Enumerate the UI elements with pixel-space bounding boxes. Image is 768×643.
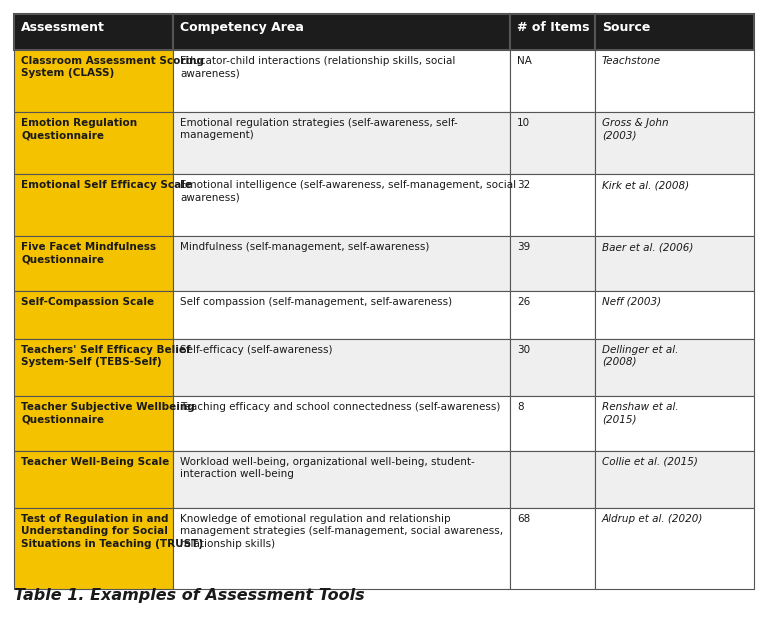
- Text: Competency Area: Competency Area: [180, 21, 304, 34]
- Text: 10: 10: [517, 118, 531, 128]
- Bar: [14, 174, 173, 236]
- Text: 30: 30: [517, 345, 531, 354]
- Text: Collie et al. (2015): Collie et al. (2015): [602, 457, 698, 467]
- Text: Teachstone: Teachstone: [602, 56, 661, 66]
- Bar: [173, 14, 510, 50]
- Text: # of Items: # of Items: [517, 21, 590, 34]
- Text: Knowledge of emotional regulation and relationship
management strategies (self-m: Knowledge of emotional regulation and re…: [180, 514, 503, 548]
- Text: Table 1. Examples of Assessment Tools: Table 1. Examples of Assessment Tools: [14, 588, 365, 603]
- Text: Self-Compassion Scale: Self-Compassion Scale: [21, 297, 154, 307]
- Bar: [510, 291, 595, 339]
- Bar: [595, 14, 754, 50]
- Text: NA: NA: [517, 56, 532, 66]
- Text: Teacher Well-Being Scale: Teacher Well-Being Scale: [21, 457, 169, 467]
- Text: 8: 8: [517, 402, 524, 412]
- Text: Neff (2003): Neff (2003): [602, 297, 661, 307]
- Text: Emotional regulation strategies (self-awareness, self-
management): Emotional regulation strategies (self-aw…: [180, 118, 458, 140]
- Bar: [510, 174, 595, 236]
- Bar: [595, 112, 754, 174]
- Bar: [595, 236, 754, 291]
- Text: Teacher Subjective Wellbeing
Questionnaire: Teacher Subjective Wellbeing Questionnai…: [21, 402, 195, 424]
- Bar: [14, 14, 173, 50]
- Text: Workload well-being, organizational well-being, student-
interaction well-being: Workload well-being, organizational well…: [180, 457, 475, 479]
- Bar: [595, 508, 754, 589]
- Bar: [173, 451, 510, 508]
- Text: Aldrup et al. (2020): Aldrup et al. (2020): [602, 514, 703, 524]
- Bar: [173, 174, 510, 236]
- Text: Classroom Assessment Scoring
System (CLASS): Classroom Assessment Scoring System (CLA…: [21, 56, 204, 78]
- Bar: [510, 451, 595, 508]
- Text: Renshaw et al.
(2015): Renshaw et al. (2015): [602, 402, 679, 424]
- Text: 39: 39: [517, 242, 531, 252]
- Bar: [510, 508, 595, 589]
- Bar: [14, 451, 173, 508]
- Text: Teachers' Self Efficacy Belief
System-Self (TEBS-Self): Teachers' Self Efficacy Belief System-Se…: [21, 345, 190, 367]
- Bar: [173, 508, 510, 589]
- Text: Gross & John
(2003): Gross & John (2003): [602, 118, 669, 140]
- Bar: [595, 50, 754, 112]
- Bar: [14, 50, 173, 112]
- Bar: [510, 112, 595, 174]
- Bar: [173, 112, 510, 174]
- Text: 68: 68: [517, 514, 531, 524]
- Text: Source: Source: [602, 21, 650, 34]
- Bar: [14, 112, 173, 174]
- Text: Educator-child interactions (relationship skills, social
awareness): Educator-child interactions (relationshi…: [180, 56, 455, 78]
- Text: Kirk et al. (2008): Kirk et al. (2008): [602, 180, 689, 190]
- Text: Self compassion (self-management, self-awareness): Self compassion (self-management, self-a…: [180, 297, 452, 307]
- Bar: [14, 291, 173, 339]
- Text: Emotional intelligence (self-awareness, self-management, social
awareness): Emotional intelligence (self-awareness, …: [180, 180, 516, 203]
- Bar: [510, 339, 595, 396]
- Bar: [173, 291, 510, 339]
- Bar: [14, 339, 173, 396]
- Bar: [595, 339, 754, 396]
- Bar: [173, 50, 510, 112]
- Text: Assessment: Assessment: [21, 21, 105, 34]
- Text: Dellinger et al.
(2008): Dellinger et al. (2008): [602, 345, 678, 367]
- Text: Five Facet Mindfulness
Questionnaire: Five Facet Mindfulness Questionnaire: [21, 242, 156, 264]
- Text: 26: 26: [517, 297, 531, 307]
- Bar: [14, 236, 173, 291]
- Bar: [510, 236, 595, 291]
- Text: Teaching efficacy and school connectedness (self-awareness): Teaching efficacy and school connectedne…: [180, 402, 501, 412]
- Text: 32: 32: [517, 180, 531, 190]
- Bar: [510, 14, 595, 50]
- Bar: [14, 396, 173, 451]
- Text: Test of Regulation in and
Understanding for Social
Situations in Teaching (TRUST: Test of Regulation in and Understanding …: [21, 514, 203, 548]
- Bar: [510, 396, 595, 451]
- Bar: [173, 236, 510, 291]
- Text: Mindfulness (self-management, self-awareness): Mindfulness (self-management, self-aware…: [180, 242, 429, 252]
- Bar: [14, 508, 173, 589]
- Bar: [595, 291, 754, 339]
- Text: Emotional Self Efficacy Scale: Emotional Self Efficacy Scale: [21, 180, 192, 190]
- Bar: [173, 396, 510, 451]
- Text: Self-efficacy (self-awareness): Self-efficacy (self-awareness): [180, 345, 333, 354]
- Bar: [510, 50, 595, 112]
- Bar: [595, 451, 754, 508]
- Text: Emotion Regulation
Questionnaire: Emotion Regulation Questionnaire: [21, 118, 137, 140]
- Bar: [173, 339, 510, 396]
- Bar: [595, 396, 754, 451]
- Text: Baer et al. (2006): Baer et al. (2006): [602, 242, 694, 252]
- Bar: [595, 174, 754, 236]
